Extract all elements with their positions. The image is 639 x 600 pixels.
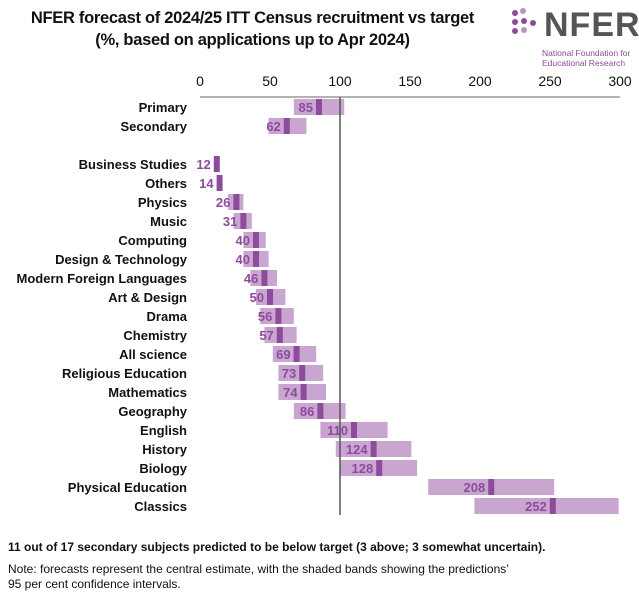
x-tick-label: 300 xyxy=(608,73,632,89)
value-label: 46 xyxy=(244,271,258,286)
central-estimate-marker xyxy=(267,289,273,305)
category-label: Drama xyxy=(147,309,188,324)
summary-text: 11 out of 17 secondary subjects predicte… xyxy=(8,540,546,554)
central-estimate-marker xyxy=(253,251,259,267)
value-label: 124 xyxy=(346,442,368,457)
value-label: 40 xyxy=(236,252,250,267)
central-estimate-marker xyxy=(240,213,247,229)
central-estimate-marker xyxy=(216,175,223,191)
central-estimate-marker xyxy=(351,422,357,438)
central-estimate-marker xyxy=(317,403,324,419)
category-label: Physical Education xyxy=(68,480,187,495)
chart-title: NFER forecast of 2024/25 ITT Census recr… xyxy=(30,9,475,27)
value-label: 14 xyxy=(199,176,214,191)
value-label: 12 xyxy=(196,157,210,172)
central-estimate-marker xyxy=(276,327,283,343)
note-line-1: Note: forecasts represent the central es… xyxy=(8,562,509,576)
value-label: 85 xyxy=(299,100,313,115)
category-label: Biology xyxy=(139,461,187,476)
central-estimate-marker xyxy=(275,308,282,324)
value-label: 31 xyxy=(223,214,237,229)
central-estimate-marker xyxy=(261,270,268,286)
value-label: 208 xyxy=(463,480,485,495)
category-label: English xyxy=(140,423,187,438)
central-estimate-marker xyxy=(213,156,220,172)
x-tick-label: 150 xyxy=(398,73,422,89)
chart-svg: 0 50 100 150 200 250 300 Primary 85 Secondary 62 Bu… xyxy=(17,73,632,515)
category-label: Business Studies xyxy=(79,157,187,172)
category-label: Secondary xyxy=(121,119,188,134)
value-label: 56 xyxy=(258,309,272,324)
value-label: 40 xyxy=(236,233,250,248)
confidence-band xyxy=(474,498,619,514)
value-label: 57 xyxy=(259,328,273,343)
x-tick-label: 100 xyxy=(328,73,352,89)
x-tick-label: 250 xyxy=(538,73,562,89)
value-label: 252 xyxy=(525,499,547,514)
value-label: 74 xyxy=(283,385,298,400)
value-label: 69 xyxy=(276,347,290,362)
category-label: Art & Design xyxy=(108,290,187,305)
category-label: Computing xyxy=(118,233,187,248)
value-label: 73 xyxy=(282,366,296,381)
central-estimate-marker xyxy=(283,118,290,134)
central-estimate-marker xyxy=(370,441,377,457)
central-estimate-marker xyxy=(300,384,307,400)
value-label: 26 xyxy=(216,195,230,210)
category-label: History xyxy=(142,442,188,457)
value-label: 50 xyxy=(250,290,264,305)
category-label: Classics xyxy=(134,499,187,514)
category-label: Physics xyxy=(138,195,187,210)
central-estimate-marker xyxy=(316,99,322,115)
x-tick-label: 50 xyxy=(262,73,278,89)
chart-subtitle: (%, based on applications up to Apr 2024… xyxy=(95,31,410,49)
value-label: 62 xyxy=(266,119,280,134)
category-label: Modern Foreign Languages xyxy=(17,271,187,286)
category-label: All science xyxy=(119,347,187,362)
central-estimate-marker xyxy=(233,194,240,210)
note-line-2: 95 per cent confidence intervals. xyxy=(8,577,181,591)
category-label: Chemistry xyxy=(123,328,187,343)
value-label: 128 xyxy=(351,461,373,476)
central-estimate-marker xyxy=(293,346,300,362)
central-estimate-marker xyxy=(549,498,556,514)
central-estimate-marker xyxy=(376,460,383,476)
category-label: Mathematics xyxy=(108,385,187,400)
category-label: Primary xyxy=(139,100,188,115)
category-label: Music xyxy=(150,214,187,229)
logo-subtitle: National Foundation for Educational Resea… xyxy=(542,48,631,68)
central-estimate-marker xyxy=(488,479,495,495)
value-label: 110 xyxy=(327,423,348,438)
x-tick-label: 0 xyxy=(196,73,204,89)
category-label: Design & Technology xyxy=(55,252,188,267)
category-label: Religious Education xyxy=(62,366,187,381)
logo-text: NFER xyxy=(544,6,639,44)
value-label: 86 xyxy=(300,404,314,419)
central-estimate-marker xyxy=(299,365,306,381)
category-label: Others xyxy=(145,176,187,191)
category-label: Geography xyxy=(118,404,187,419)
central-estimate-marker xyxy=(253,232,259,248)
x-tick-label: 200 xyxy=(468,73,492,89)
